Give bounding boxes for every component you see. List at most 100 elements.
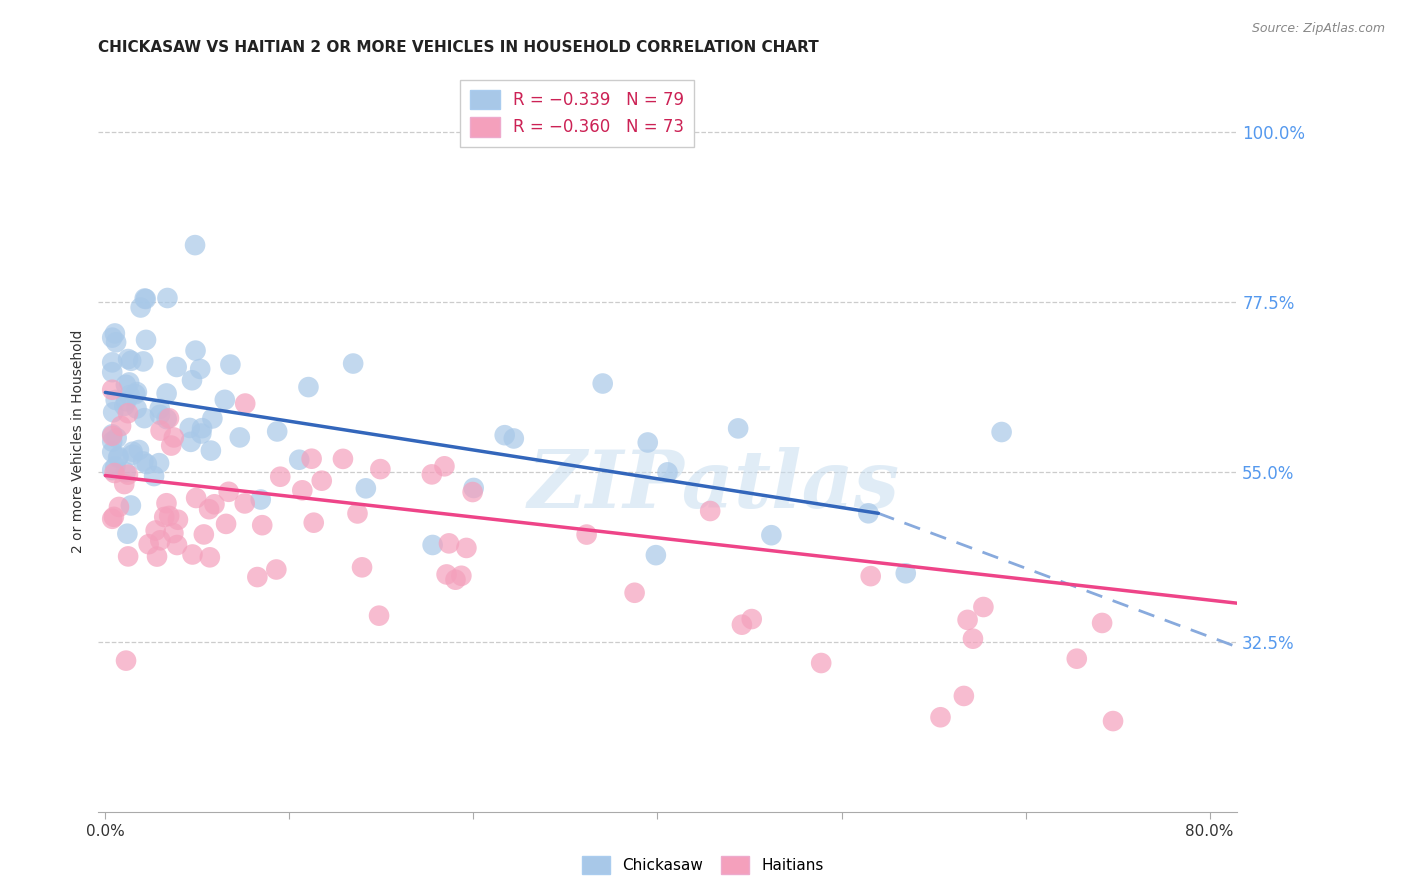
Point — [193, 527, 215, 541]
Point — [117, 406, 139, 420]
Point — [107, 450, 129, 464]
Point — [200, 443, 222, 458]
Point — [437, 536, 460, 550]
Point — [104, 392, 127, 407]
Point — [301, 451, 323, 466]
Point — [105, 431, 128, 445]
Point — [115, 654, 138, 668]
Point — [118, 388, 141, 402]
Point — [252, 518, 274, 533]
Point — [132, 354, 155, 368]
Point — [962, 632, 984, 646]
Point — [115, 377, 138, 392]
Point — [953, 689, 976, 703]
Point — [149, 424, 172, 438]
Point — [101, 331, 124, 345]
Point — [125, 401, 148, 416]
Point — [233, 496, 256, 510]
Point — [198, 550, 221, 565]
Point — [117, 352, 139, 367]
Point — [132, 454, 155, 468]
Point — [266, 425, 288, 439]
Point — [135, 457, 157, 471]
Point — [104, 326, 127, 341]
Point — [1091, 615, 1114, 630]
Point — [128, 443, 150, 458]
Point — [160, 439, 183, 453]
Point — [146, 549, 169, 564]
Point — [494, 428, 516, 442]
Point — [135, 292, 157, 306]
Point — [163, 430, 186, 444]
Point — [215, 516, 238, 531]
Point — [181, 548, 204, 562]
Point — [143, 469, 166, 483]
Point — [184, 343, 207, 358]
Point — [101, 512, 124, 526]
Point — [134, 411, 156, 425]
Point — [155, 496, 177, 510]
Point — [101, 445, 124, 459]
Point — [191, 421, 214, 435]
Point — [101, 355, 124, 369]
Point — [166, 538, 188, 552]
Point — [121, 444, 143, 458]
Point — [249, 492, 271, 507]
Point — [190, 426, 212, 441]
Point — [444, 573, 467, 587]
Point — [101, 427, 124, 442]
Point — [623, 586, 645, 600]
Point — [246, 570, 269, 584]
Point — [101, 365, 124, 379]
Point — [219, 358, 242, 372]
Point — [311, 474, 333, 488]
Point — [302, 516, 325, 530]
Point — [120, 499, 142, 513]
Point — [956, 613, 979, 627]
Text: ZIPatlas: ZIPatlas — [527, 447, 900, 524]
Point — [120, 353, 142, 368]
Point — [103, 466, 125, 480]
Point — [179, 421, 201, 435]
Point — [288, 452, 311, 467]
Point — [420, 467, 443, 482]
Point — [1066, 651, 1088, 665]
Point — [214, 392, 236, 407]
Point — [186, 491, 208, 505]
Point — [118, 376, 141, 390]
Point — [124, 387, 146, 401]
Point — [138, 537, 160, 551]
Point — [115, 394, 138, 409]
Point — [218, 484, 240, 499]
Point — [731, 617, 754, 632]
Point — [184, 238, 207, 252]
Point — [153, 510, 176, 524]
Point — [463, 481, 485, 495]
Point — [810, 656, 832, 670]
Point — [266, 562, 288, 576]
Point — [101, 463, 124, 477]
Point — [346, 507, 368, 521]
Point — [204, 497, 226, 511]
Point — [101, 434, 124, 449]
Point — [502, 432, 524, 446]
Point — [149, 408, 172, 422]
Point — [155, 386, 177, 401]
Point — [422, 538, 444, 552]
Point — [461, 485, 484, 500]
Point — [291, 483, 314, 498]
Point — [450, 568, 472, 582]
Point — [761, 528, 783, 542]
Point — [129, 301, 152, 315]
Point — [859, 569, 882, 583]
Point — [112, 477, 135, 491]
Point — [117, 526, 139, 541]
Point — [644, 548, 666, 562]
Point — [727, 421, 749, 435]
Point — [180, 434, 202, 449]
Point — [370, 462, 392, 476]
Text: Source: ZipAtlas.com: Source: ZipAtlas.com — [1251, 22, 1385, 36]
Point — [637, 435, 659, 450]
Point — [157, 411, 180, 425]
Point — [117, 467, 139, 482]
